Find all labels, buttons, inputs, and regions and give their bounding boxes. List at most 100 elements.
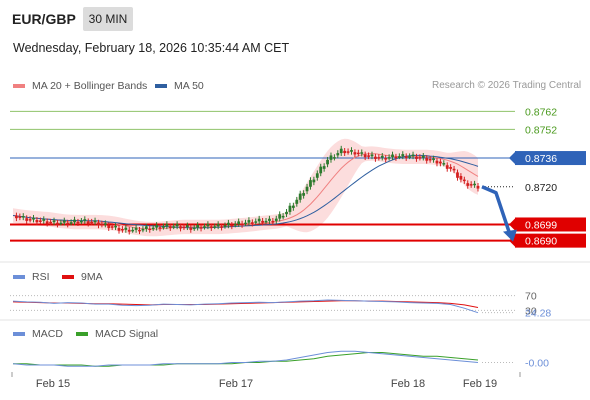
candle-body bbox=[162, 226, 165, 228]
candle-body bbox=[97, 222, 100, 226]
x-tick-label-0: Feb 15 bbox=[36, 378, 70, 390]
rsi-ma-line bbox=[12, 300, 479, 308]
candle-body bbox=[59, 222, 63, 225]
macd-current-label: -0.00 bbox=[525, 358, 549, 370]
legend-macd-signal: MACD Signal bbox=[76, 328, 158, 340]
legend-ma50: MA 50 bbox=[155, 80, 204, 92]
candle-body bbox=[261, 220, 264, 223]
candle-body bbox=[271, 220, 275, 223]
candle-body bbox=[227, 222, 230, 226]
candle-body bbox=[206, 224, 210, 227]
candle-body bbox=[309, 180, 312, 187]
rsi-level-label-0: 70 bbox=[525, 291, 537, 303]
candle-body bbox=[148, 228, 152, 231]
candle-body bbox=[103, 223, 107, 225]
candle-body bbox=[18, 216, 22, 218]
candle-body bbox=[244, 222, 247, 225]
candle-body bbox=[15, 215, 18, 219]
candle-body bbox=[411, 154, 415, 157]
timeframe-button[interactable]: 30 MIN bbox=[83, 7, 133, 31]
candle-body bbox=[38, 220, 42, 222]
candle-body bbox=[35, 219, 39, 223]
legend-rsi-label: RSI bbox=[32, 271, 50, 283]
pivot-label: 0.8736 bbox=[525, 153, 557, 165]
candle-body bbox=[452, 168, 456, 171]
candle-body bbox=[124, 227, 128, 230]
candle-body bbox=[49, 221, 53, 224]
candle-body bbox=[302, 193, 306, 196]
candle-body bbox=[264, 220, 268, 223]
candle-body bbox=[114, 225, 117, 228]
support-label-4: 0.8699 bbox=[525, 219, 557, 231]
candle-body bbox=[380, 155, 384, 158]
pivot-label-bg bbox=[515, 151, 586, 166]
legend-macd: MACD bbox=[13, 328, 63, 340]
candle-body bbox=[298, 193, 302, 200]
candle-body bbox=[456, 172, 459, 178]
candle-body bbox=[192, 227, 196, 230]
x-tick-label-1: Feb 17 bbox=[219, 378, 253, 390]
rsi-level-label-1: 30 bbox=[525, 305, 537, 317]
candle-body bbox=[25, 218, 29, 221]
candle-body bbox=[52, 220, 56, 223]
candle-body bbox=[230, 224, 234, 227]
symbol-title: EUR/GBP bbox=[12, 11, 76, 27]
legend-ma50-label: MA 50 bbox=[174, 80, 204, 92]
candle-body bbox=[356, 152, 360, 155]
candle-body bbox=[45, 221, 49, 224]
resistance-label-1: 0.8752 bbox=[525, 124, 557, 136]
candle-body bbox=[274, 218, 278, 221]
candle-body bbox=[336, 153, 340, 156]
candle-body bbox=[121, 228, 124, 231]
candle-body bbox=[165, 224, 169, 227]
candle-body bbox=[404, 156, 408, 159]
current-price-label: 0.8720 bbox=[525, 182, 557, 194]
legend-rsi: RSI bbox=[13, 271, 50, 283]
candle-body bbox=[216, 224, 220, 227]
legend-9ma: 9MA bbox=[62, 271, 103, 283]
candle-body bbox=[432, 158, 435, 161]
rsi-swatch bbox=[13, 275, 25, 279]
candle-body bbox=[168, 226, 172, 229]
candle-body bbox=[363, 154, 367, 158]
candle-body bbox=[305, 186, 309, 192]
candle-body bbox=[233, 224, 237, 226]
candle-body bbox=[247, 220, 251, 223]
candle-body bbox=[469, 184, 473, 186]
candle-body bbox=[462, 179, 466, 182]
candle-body bbox=[28, 219, 32, 221]
legend-macd-label: MACD bbox=[32, 328, 63, 340]
candle-body bbox=[21, 216, 25, 218]
candle-body bbox=[127, 229, 131, 232]
candle-body bbox=[435, 160, 439, 164]
rsi-current-label: 24.28 bbox=[525, 308, 551, 320]
candle-body bbox=[268, 218, 271, 221]
candle-body bbox=[257, 218, 261, 222]
support-label-pointer-4 bbox=[509, 217, 516, 232]
candle-body bbox=[185, 225, 189, 228]
candle-body bbox=[32, 217, 35, 220]
candle-body bbox=[117, 228, 121, 231]
candle-body bbox=[384, 158, 388, 160]
chart-header: EUR/GBP 30 MIN bbox=[0, 0, 590, 40]
candle-body bbox=[62, 220, 66, 223]
candle-body bbox=[90, 221, 94, 224]
rsi-line bbox=[12, 299, 479, 314]
candle-body bbox=[476, 185, 480, 189]
legend-macd-signal-label: MACD Signal bbox=[95, 328, 159, 340]
candle-body bbox=[312, 179, 316, 183]
candle-body bbox=[295, 199, 299, 204]
candle-body bbox=[189, 227, 193, 230]
resistance-label-0: 0.8762 bbox=[525, 106, 557, 118]
candle-body bbox=[391, 154, 394, 158]
candle-body bbox=[322, 166, 326, 169]
candle-body bbox=[421, 155, 425, 158]
candle-body bbox=[445, 165, 449, 169]
candle-body bbox=[394, 156, 398, 159]
candle-body bbox=[353, 152, 357, 155]
candle-body bbox=[213, 226, 217, 228]
candle-body bbox=[223, 225, 227, 227]
candle-body bbox=[425, 158, 429, 161]
ma50-swatch bbox=[155, 84, 167, 88]
